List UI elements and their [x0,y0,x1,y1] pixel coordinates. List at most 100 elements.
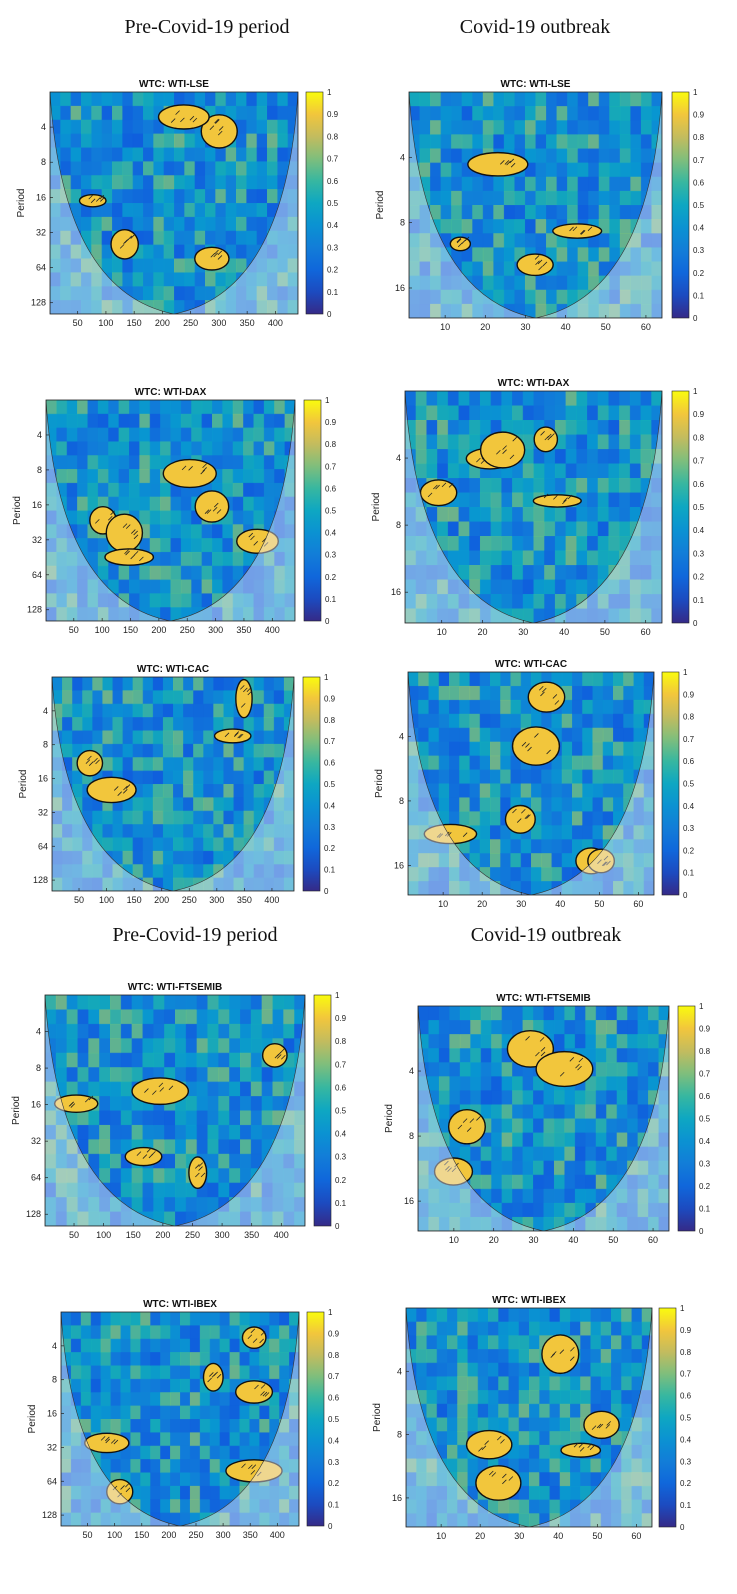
heatmap-cell [142,995,154,1011]
phase-arrow [122,523,128,528]
heatmap-cell [233,743,245,758]
heatmap-cell [426,1403,438,1419]
heatmap-cell [480,1090,492,1106]
heatmap-cell [46,551,57,567]
heatmap-cell [522,521,535,537]
heatmap-cell [232,593,244,608]
heatmap-cell [132,797,144,812]
heatmap-cell [430,162,442,178]
heatmap-cell [70,1419,82,1433]
phase-arrow [250,1328,256,1334]
y-axis-label: Period [384,1104,395,1133]
heatmap-cell [609,205,621,220]
heatmap-cell [438,1034,450,1049]
heatmap-cell [479,492,492,508]
heatmap-cell [52,677,63,691]
heatmap-cell [284,524,295,539]
heatmap-cell [100,1325,112,1340]
phase-arrow [88,194,94,200]
heatmap-cell [482,106,494,121]
heatmap-cell [273,717,285,732]
heatmap-cell [140,1459,151,1474]
heatmap-cell [510,881,522,895]
heatmap-cell [229,1067,241,1083]
colorbar-tick-label: 0.8 [324,716,336,725]
heatmap-cell [648,1146,660,1162]
heatmap-cell [61,1472,72,1487]
heatmap-cell [597,507,610,523]
heatmap-cell [561,685,573,701]
y-axis-label: Period [374,769,385,798]
heatmap-cell [80,1499,92,1514]
heatmap-cell [561,811,573,826]
heatmap-cell [215,230,227,246]
heatmap-cell [263,864,275,879]
heatmap-cell [541,783,553,799]
heatmap-cell [239,1419,251,1433]
heatmap-cell [253,730,265,745]
heatmap-cell [263,455,275,470]
heatmap-cell [203,810,214,825]
heatmap-cell [590,1513,602,1527]
heatmap-cell [66,565,78,581]
heatmap-cell [570,1431,581,1446]
heatmap-cell [533,1090,545,1106]
colorbar-tick-label: 0.2 [324,844,336,853]
heatmap-cell [160,455,172,470]
heatmap-cell [490,420,502,436]
phase-arrow [214,249,219,255]
heatmap-cell [175,1124,187,1140]
heatmap-cell [122,824,134,839]
phase-arrow [122,789,128,794]
heatmap-cell [418,825,430,840]
heatmap-cell [232,607,244,621]
heatmap-cell [56,469,68,484]
heatmap-cell [170,538,182,553]
heatmap-cell [549,1444,561,1460]
heatmap-cell [118,455,130,470]
heatmap-cell [602,825,614,840]
heatmap-cell [522,449,535,465]
heatmap-cell [61,1459,72,1474]
heatmap-cell [585,1188,597,1204]
x-tick-label: 30 [514,1531,524,1541]
heatmap-cell [199,1312,211,1326]
heatmap-cell [611,1335,622,1350]
heatmap-cell [608,579,620,595]
heatmap-cell [574,1146,586,1162]
heatmap-cell [87,455,99,470]
significance-region [124,1146,163,1167]
heatmap-cell [139,469,151,484]
phase-arrow [542,261,548,267]
heatmap-cell [70,244,82,260]
heatmap-cell [459,685,471,701]
y-axis-label: Period [16,189,27,218]
heatmap-cell [606,1104,618,1120]
heatmap-cell [449,1188,461,1204]
heatmap-cell [131,1168,144,1184]
heatmap-cell [500,825,512,840]
heatmap-cell [173,703,184,718]
heatmap-cell [458,492,470,508]
heatmap-cell [438,727,450,743]
heatmap-cell [132,877,144,891]
heatmap-cell [185,1009,198,1025]
phase-arrow [263,542,269,547]
heatmap-cell [240,1009,252,1025]
heatmap-cell [598,134,610,150]
heatmap-cell [142,810,154,825]
heatmap-cell [175,1023,187,1039]
heatmap-cell [261,1211,274,1226]
heatmap-cell [522,1146,534,1162]
heatmap-cell [153,147,165,162]
heatmap-cell [277,300,289,314]
heatmap-cell [60,272,72,287]
heatmap-cell [437,579,449,595]
heatmap-cell [426,1485,438,1501]
heatmap-cell [289,1392,299,1407]
heatmap-cell [175,1182,187,1198]
heatmap-cell [173,690,184,705]
heatmap-cell [193,824,204,839]
heatmap-cell [267,189,278,204]
